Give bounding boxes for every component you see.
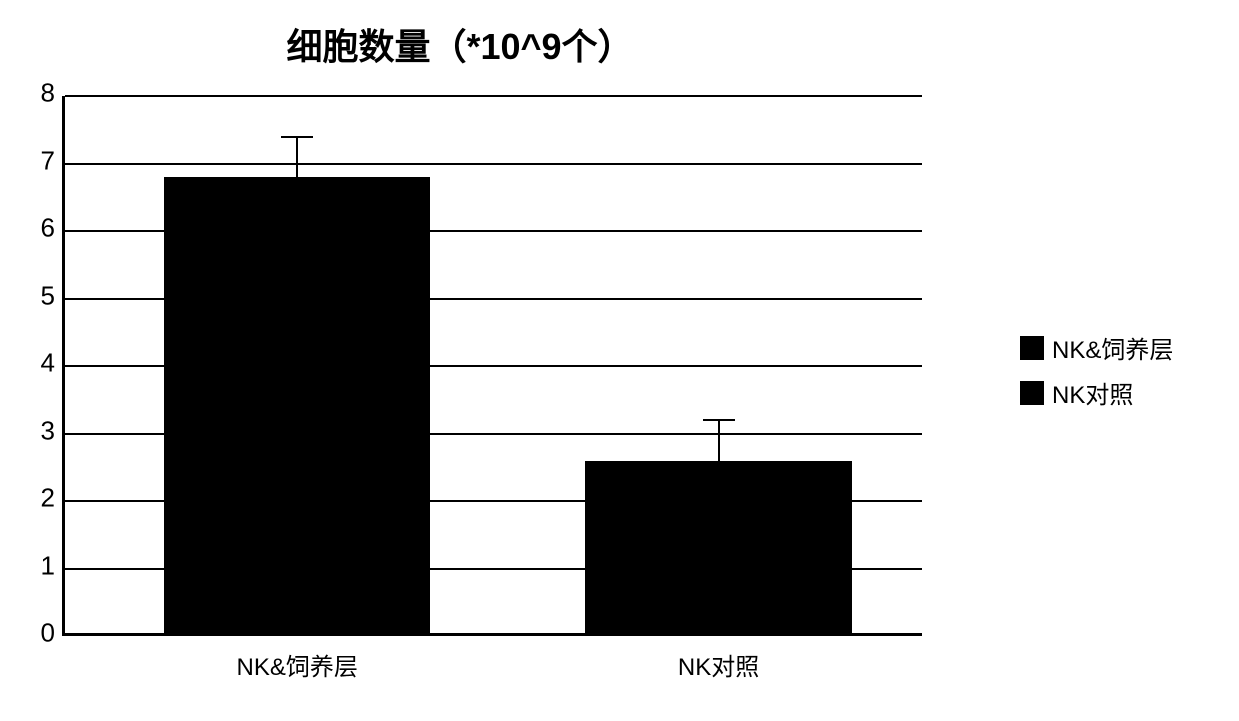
x-tick-label: NK&饲养层 [237,647,358,682]
y-tick-label: 6 [41,213,55,244]
legend-label: NK&饲养层 [1052,330,1173,365]
y-tick-label: 5 [41,280,55,311]
gridline [65,163,922,165]
legend-item: NK对照 [1020,375,1173,410]
error-bar-stem [718,420,720,464]
y-tick-label: 7 [41,145,55,176]
bar [585,461,852,633]
legend-swatch [1020,381,1044,405]
error-bar-cap [281,136,313,138]
y-tick-label: 2 [41,483,55,514]
y-tick-label: 0 [41,618,55,649]
legend-swatch [1020,336,1044,360]
bar [164,177,431,633]
plot-area: 012345678NK&饲养层NK对照 [62,96,922,636]
gridline [65,95,922,97]
bar-chart: 细胞数量（*10^9个） 012345678NK&饲养层NK对照 NK&饲养层N… [0,0,1239,721]
y-tick-label: 1 [41,550,55,581]
y-tick-label: 3 [41,415,55,446]
y-tick-label: 8 [41,78,55,109]
legend-item: NK&饲养层 [1020,330,1173,365]
legend: NK&饲养层 NK对照 [1020,330,1173,420]
error-bar-cap [703,419,735,421]
legend-label: NK对照 [1052,375,1133,410]
error-bar-stem [296,137,298,181]
x-tick-label: NK对照 [678,647,759,682]
chart-title: 细胞数量（*10^9个） [0,18,920,70]
y-tick-label: 4 [41,348,55,379]
